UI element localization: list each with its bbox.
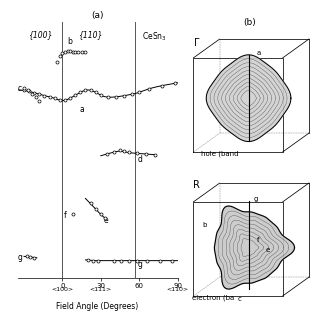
Text: c: c xyxy=(18,84,22,93)
Text: R: R xyxy=(194,180,200,190)
Text: e: e xyxy=(104,216,108,225)
Text: f: f xyxy=(256,237,259,243)
Text: a: a xyxy=(256,50,261,56)
Text: <100>: <100> xyxy=(51,287,74,292)
Text: d: d xyxy=(138,155,143,164)
Polygon shape xyxy=(206,55,291,141)
Text: (b): (b) xyxy=(243,18,256,27)
Text: electron (ba: electron (ba xyxy=(192,295,235,301)
Text: e: e xyxy=(266,247,270,252)
Text: g: g xyxy=(254,196,258,202)
Text: g: g xyxy=(18,252,23,261)
Text: b: b xyxy=(68,37,73,46)
Text: g: g xyxy=(138,260,143,269)
Text: CeSn$_3$: CeSn$_3$ xyxy=(142,30,167,43)
Text: b: b xyxy=(203,222,207,228)
Title: (a): (a) xyxy=(91,11,104,20)
Text: <111>: <111> xyxy=(90,287,112,292)
Text: c: c xyxy=(238,296,242,302)
Text: hole (band: hole (band xyxy=(201,151,239,157)
Text: {110}: {110} xyxy=(78,30,103,39)
Text: <110>: <110> xyxy=(166,287,189,292)
Text: f: f xyxy=(64,211,66,220)
X-axis label: Field Angle (Degrees): Field Angle (Degrees) xyxy=(56,302,139,311)
Text: {100}: {100} xyxy=(28,30,53,39)
Polygon shape xyxy=(214,206,294,289)
Text: a: a xyxy=(79,105,84,114)
Text: $\Gamma$: $\Gamma$ xyxy=(194,36,201,48)
